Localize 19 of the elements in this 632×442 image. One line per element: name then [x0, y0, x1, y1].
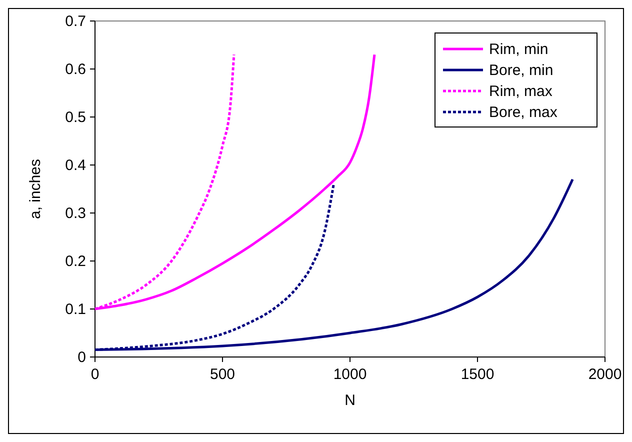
y-tick-label: 0.4	[65, 157, 86, 174]
legend-label: Bore, max	[489, 104, 558, 121]
y-tick-label: 0.5	[65, 109, 86, 126]
legend-label: Rim, min	[489, 41, 548, 58]
x-tick-label: 2000	[588, 366, 622, 383]
y-tick-label: 0.6	[65, 61, 86, 78]
x-tick-label: 1000	[333, 366, 367, 383]
y-axis-title: a, inches	[27, 158, 44, 220]
y-tick-label: 0.3	[65, 205, 86, 222]
y-tick-label: 0.1	[65, 301, 86, 318]
legend-label: Bore, min	[489, 62, 554, 79]
y-tick-label: 0.7	[65, 13, 86, 30]
y-tick-label: 0.2	[65, 253, 86, 270]
x-tick-label: 500	[210, 366, 236, 383]
x-axis-title: N	[344, 392, 356, 409]
x-tick-label: 0	[90, 366, 100, 383]
y-tick-label: 0	[78, 349, 86, 366]
x-tick-label: 1500	[460, 366, 494, 383]
legend-label: Rim, max	[489, 83, 553, 100]
